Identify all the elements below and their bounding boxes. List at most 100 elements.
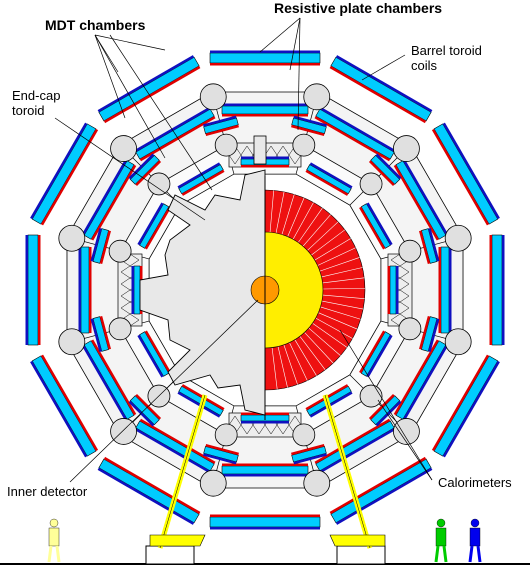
barrel-toroid-label-line2: coils xyxy=(411,58,438,73)
calorimeter-segment xyxy=(318,312,358,330)
outer-mdt-chamber xyxy=(97,55,201,124)
calorimeter-segment xyxy=(271,347,278,390)
support-leg-outline xyxy=(324,394,371,549)
calorimeter-segment xyxy=(314,238,351,261)
middle-small-chamber xyxy=(90,228,111,264)
middle-mdt-chamber xyxy=(438,246,452,334)
outer-mdt-chamber xyxy=(209,514,321,530)
calorimeter-segment xyxy=(307,221,339,251)
person-figure-light xyxy=(47,518,61,563)
outer-mdt-chamber xyxy=(209,50,321,66)
calorimeter-segment xyxy=(321,300,364,310)
middle-small-chamber xyxy=(203,444,239,465)
support-legs xyxy=(149,394,386,549)
middle-small-chamber xyxy=(419,316,440,352)
middle-mdt-chamber xyxy=(393,339,449,421)
barrel-toroid-label-line1: Barrel toroid xyxy=(411,43,482,58)
outer-mdt-chamber xyxy=(25,234,41,346)
annotation-lines xyxy=(54,17,433,483)
endcap-toroid-label-line1: End-cap xyxy=(12,88,61,103)
endcap-toroid-label-line2: toroid xyxy=(12,103,45,118)
endcap-toroid-shape xyxy=(139,169,266,416)
calorimeter-segment xyxy=(275,191,285,234)
annotation-line xyxy=(377,399,433,481)
toroid-coil-inner xyxy=(398,239,422,263)
annotation-line xyxy=(94,34,166,159)
middle-small-chamber xyxy=(291,115,327,136)
support-base-left xyxy=(149,534,206,547)
calorimeter-segment xyxy=(315,317,353,339)
outer-mdt-chamber xyxy=(30,354,99,458)
calorimeter-segment xyxy=(289,342,308,381)
support-foot-right xyxy=(336,545,386,565)
endcap-toroid xyxy=(139,135,267,416)
calorimeter-segment xyxy=(299,336,326,371)
toroid-coil-inner xyxy=(214,423,238,447)
middle-mdt-chamber xyxy=(314,106,396,162)
support-base-right xyxy=(329,534,386,547)
annotation-line xyxy=(289,17,301,71)
toroid-coil xyxy=(58,328,86,356)
toroid-coil-inner xyxy=(398,317,422,341)
toroid-coil xyxy=(444,224,472,252)
toroid-coil-inner xyxy=(292,423,316,447)
calorimeter-inner xyxy=(264,231,324,349)
toroid-coil xyxy=(393,418,420,445)
calorimeter-segment xyxy=(283,344,298,385)
annotation-line xyxy=(259,17,301,53)
middle-mdt-chamber xyxy=(314,418,396,474)
calorimeter-segment xyxy=(320,306,361,320)
annotation-line xyxy=(109,34,213,191)
calorimeter-segment xyxy=(322,277,365,284)
toroid-coil xyxy=(110,418,137,445)
middle-small-chamber xyxy=(128,393,162,427)
middle-small-chamber xyxy=(128,153,162,187)
calorimeter-segment xyxy=(294,339,317,376)
mdt-chambers-label: MDT chambers xyxy=(45,17,146,33)
calorimeter-segment xyxy=(308,327,341,356)
toroid-coil xyxy=(393,135,420,162)
inner-mdt-chamber xyxy=(359,330,393,378)
middle-mdt-chamber xyxy=(393,159,449,241)
outer-mdt-chamber xyxy=(431,354,500,458)
annotation-line xyxy=(94,34,126,119)
toroid-coil xyxy=(444,328,472,356)
calorimeter-segment xyxy=(317,247,356,266)
annotation-line xyxy=(94,34,166,51)
inner-mdt-chamber xyxy=(177,162,225,196)
calorimeter-segment xyxy=(269,190,275,233)
inner-mdt-chamber xyxy=(359,202,393,250)
calorimeter-segment xyxy=(298,207,323,243)
middle-mdt-chamber xyxy=(81,339,137,421)
toroid-coil-inner xyxy=(214,133,238,157)
middle-mdt-chamber xyxy=(81,159,137,241)
toroid-coil-inner xyxy=(108,239,132,263)
toroid-coil-inner xyxy=(108,317,132,341)
calorimeters-label: Calorimeters xyxy=(438,475,512,490)
calorimeter-segment xyxy=(321,267,363,278)
toroid-coil-inner xyxy=(359,384,383,408)
middle-small-chamber xyxy=(419,228,440,264)
inner-mdt-chamber xyxy=(137,330,171,378)
calorimeter-segment xyxy=(319,257,360,272)
middle-mdt-chamber xyxy=(134,418,216,474)
middle-small-chamber xyxy=(203,115,239,136)
support-foot-left xyxy=(145,545,195,565)
inner-mdt-chamber xyxy=(137,202,171,250)
calorimeter-segment xyxy=(304,332,334,364)
toroid-coil-inner xyxy=(147,172,171,196)
toroid-coil xyxy=(303,469,331,497)
toroid-coil xyxy=(110,135,137,162)
annotation-line xyxy=(54,117,206,221)
calorimeter-segment xyxy=(322,294,365,300)
calorimeters xyxy=(250,176,366,420)
calorimeter-segment xyxy=(312,323,348,348)
middle-mdt-chamber xyxy=(78,246,92,334)
barrel-toroid-coils xyxy=(58,83,472,497)
middle-small-chamber xyxy=(291,444,327,465)
calorimeter-segment xyxy=(287,197,305,237)
calorimeter-segment xyxy=(277,346,288,388)
person-figure-blue xyxy=(468,518,482,563)
calorimeter-segment xyxy=(292,202,314,240)
